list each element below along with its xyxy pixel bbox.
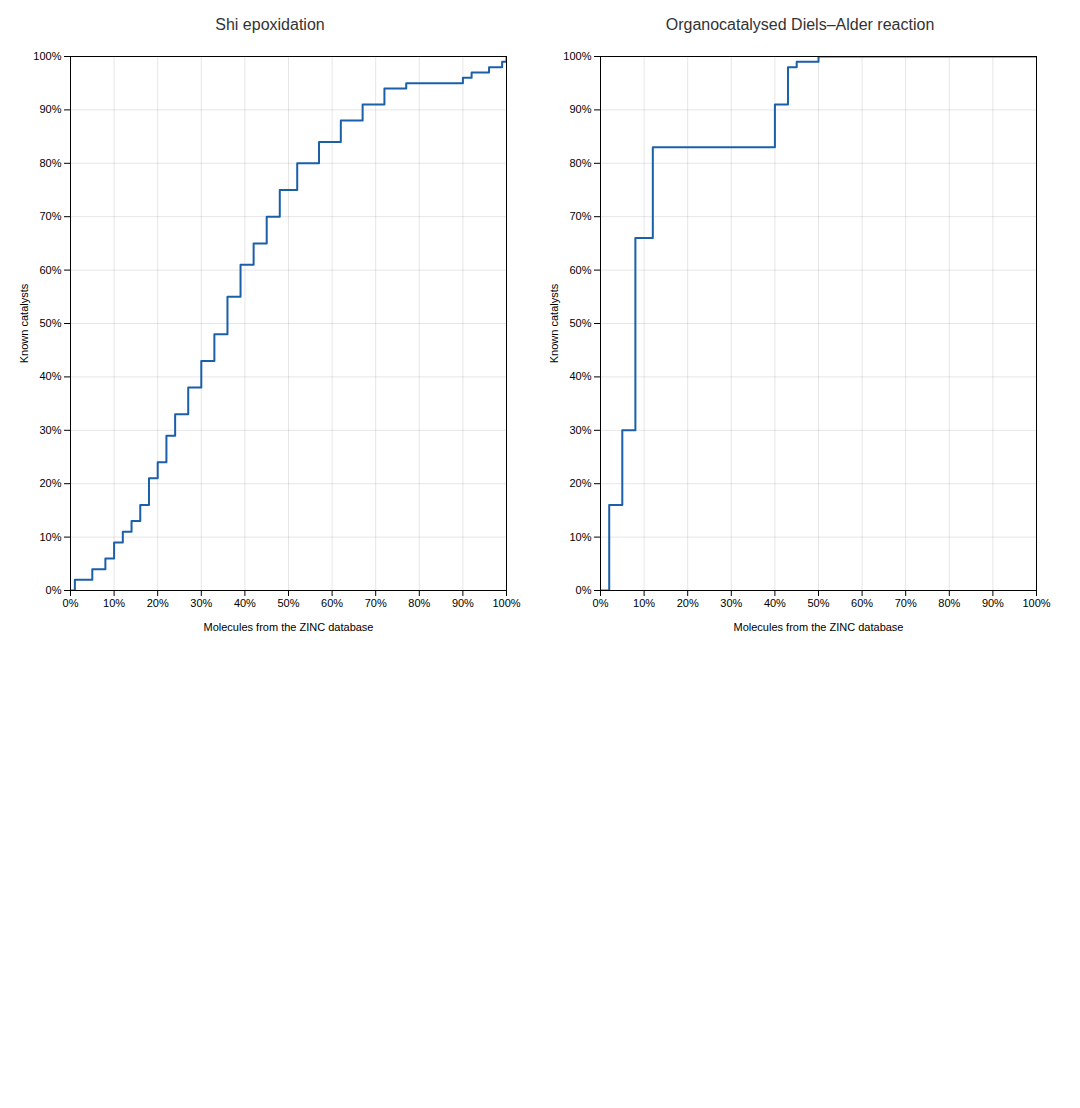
svg-text:30%: 30% (190, 597, 212, 609)
svg-text:80%: 80% (39, 157, 61, 169)
svg-text:10%: 10% (103, 597, 125, 609)
svg-text:60%: 60% (851, 597, 873, 609)
svg-text:40%: 40% (39, 370, 61, 382)
svg-text:50%: 50% (569, 317, 591, 329)
svg-text:90%: 90% (39, 103, 61, 115)
svg-text:70%: 70% (569, 210, 591, 222)
svg-text:10%: 10% (633, 597, 655, 609)
svg-text:90%: 90% (982, 597, 1004, 609)
svg-text:70%: 70% (365, 597, 387, 609)
svg-text:0%: 0% (576, 584, 592, 596)
svg-text:50%: 50% (277, 597, 299, 609)
svg-text:20%: 20% (147, 597, 169, 609)
svg-text:20%: 20% (677, 597, 699, 609)
svg-text:40%: 40% (234, 597, 256, 609)
svg-text:90%: 90% (569, 103, 591, 115)
svg-text:50%: 50% (807, 597, 829, 609)
svg-text:70%: 70% (895, 597, 917, 609)
svg-text:80%: 80% (938, 597, 960, 609)
svg-text:70%: 70% (39, 210, 61, 222)
svg-text:40%: 40% (764, 597, 786, 609)
svg-text:10%: 10% (39, 531, 61, 543)
svg-text:Molecules from the ZINC databa: Molecules from the ZINC database (204, 621, 374, 633)
html-text:Organocatalysed Diels–Alder re: Organocatalysed Diels–Alder reaction (665, 16, 935, 33)
svg-text:90%: 90% (452, 597, 474, 609)
svg-text:60%: 60% (569, 264, 591, 276)
svg-text:80%: 80% (408, 597, 430, 609)
svg-text:10%: 10% (569, 531, 591, 543)
svg-text:30%: 30% (720, 597, 742, 609)
svg-text:Known catalysts: Known catalysts (18, 283, 30, 363)
svg-text:30%: 30% (39, 424, 61, 436)
svg-text:0%: 0% (63, 597, 79, 609)
svg-text:30%: 30% (569, 424, 591, 436)
svg-text:50%: 50% (39, 317, 61, 329)
svg-text:20%: 20% (39, 477, 61, 489)
svg-text:0%: 0% (46, 584, 62, 596)
svg-text:100%: 100% (1022, 597, 1050, 609)
svg-text:80%: 80% (569, 157, 591, 169)
svg-text:100%: 100% (33, 50, 61, 62)
svg-text:100%: 100% (492, 597, 520, 609)
html-text:Shi epoxidation: Shi epoxidation (215, 16, 325, 33)
svg-text:Molecules from the ZINC databa: Molecules from the ZINC database (734, 621, 904, 633)
svg-text:Known catalysts: Known catalysts (548, 283, 560, 363)
svg-text:100%: 100% (563, 50, 591, 62)
svg-text:20%: 20% (569, 477, 591, 489)
svg-text:0%: 0% (593, 597, 609, 609)
svg-text:60%: 60% (39, 264, 61, 276)
svg-text:40%: 40% (569, 370, 591, 382)
svg-text:60%: 60% (321, 597, 343, 609)
